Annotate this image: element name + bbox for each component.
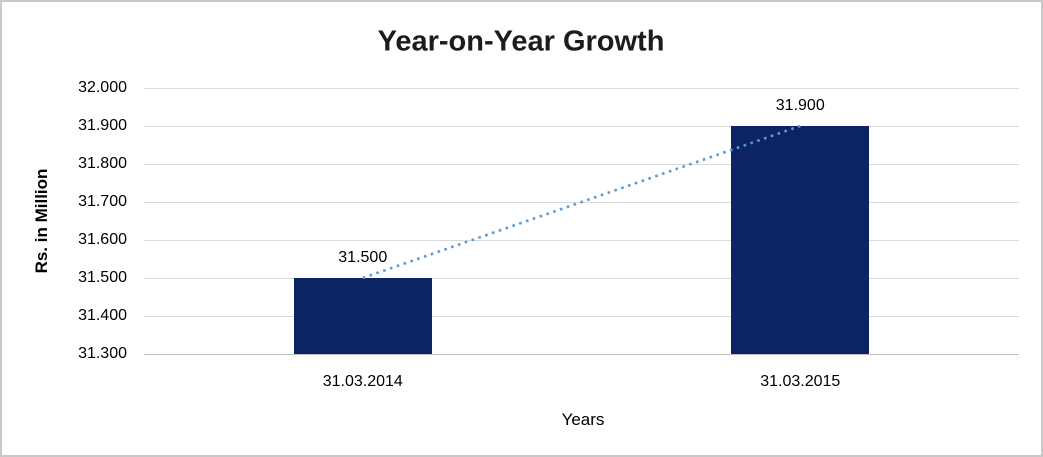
bar (293, 278, 432, 354)
bar-data-label: 31.500 (338, 249, 388, 266)
chart-title: Year-on-Year Growth (377, 25, 665, 58)
y-tick-label: 31.700 (78, 193, 127, 210)
gridline (144, 88, 1019, 89)
gridline (144, 126, 1019, 127)
x-tick-label: 31.03.2014 (322, 373, 403, 390)
bar-data-label: 31.900 (775, 97, 825, 114)
y-tick-label: 31.800 (78, 155, 127, 172)
y-tick-label: 31.600 (78, 231, 127, 248)
x-axis-line (144, 354, 1019, 355)
y-tick-label: 31.400 (78, 307, 127, 324)
y-tick-label: 31.300 (78, 345, 127, 362)
gridline (144, 164, 1019, 165)
gridline (144, 202, 1019, 203)
gridline (144, 316, 1019, 317)
y-tick-label: 31.500 (78, 269, 127, 286)
bar (731, 126, 870, 354)
x-tick-label: 31.03.2015 (760, 373, 841, 390)
y-tick-label: 32.000 (78, 79, 127, 96)
gridline (144, 278, 1019, 279)
gridline (144, 240, 1019, 241)
y-tick-label: 31.900 (78, 117, 127, 134)
x-axis-title: Years (561, 410, 605, 429)
